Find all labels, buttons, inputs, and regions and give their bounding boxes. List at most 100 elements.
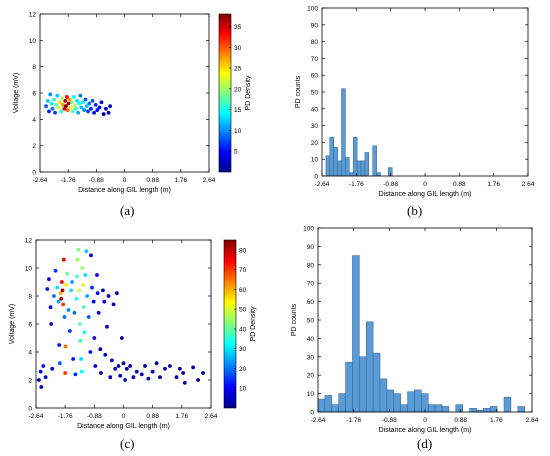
colorbar-tick-label: 35	[234, 24, 242, 31]
data-point	[158, 375, 162, 380]
data-point	[75, 257, 80, 262]
data-point	[108, 104, 112, 109]
data-point	[86, 315, 91, 319]
data-point	[75, 99, 80, 103]
data-point	[41, 364, 46, 368]
y-tick-label: 80	[307, 262, 315, 269]
data-point	[196, 378, 200, 382]
data-point	[201, 371, 205, 375]
data-point	[53, 110, 57, 115]
y-tick-label: 12	[25, 238, 33, 245]
data-point	[38, 369, 43, 374]
data-point	[106, 294, 111, 298]
data-point	[80, 266, 85, 270]
data-point	[101, 288, 105, 293]
x-tick-label: 2.64	[203, 177, 216, 184]
x-tick-label: 2.64	[205, 413, 218, 420]
data-point	[76, 110, 80, 115]
y-tick-label: 10	[29, 38, 37, 45]
data-point	[54, 102, 59, 107]
data-point	[49, 101, 54, 106]
y-tick-label: 10	[311, 157, 319, 164]
data-point	[56, 299, 61, 304]
data-point	[114, 291, 119, 296]
y-tick-label: 10	[307, 391, 315, 398]
histogram-bar	[393, 393, 401, 413]
y-tick-label: 100	[303, 226, 314, 233]
histogram-bar	[372, 145, 377, 177]
y-tick-label: 40	[311, 106, 319, 113]
data-point	[69, 100, 74, 105]
data-point	[90, 285, 94, 290]
x-tick-label: 1.76	[490, 417, 503, 424]
data-point	[73, 372, 78, 377]
colorbar-tick-label: 15	[234, 107, 242, 114]
data-point	[95, 108, 100, 113]
caption-a: (a)	[120, 203, 135, 218]
histogram-bar	[388, 167, 393, 177]
data-point	[131, 375, 136, 380]
histogram-bar	[455, 404, 463, 413]
y-tick-label: 4	[32, 117, 36, 124]
data-point	[121, 361, 126, 366]
colorbar-tick-label: 20	[239, 366, 247, 373]
data-point	[50, 106, 55, 111]
y-tick-label: 60	[311, 73, 319, 80]
data-point	[68, 105, 73, 110]
data-point	[71, 357, 76, 361]
data-point	[64, 282, 69, 287]
histogram-bar	[517, 406, 525, 413]
histogram-bar	[427, 404, 436, 413]
data-point	[77, 288, 81, 293]
data-point	[83, 97, 88, 102]
caption-b: (b)	[407, 203, 423, 218]
data-point	[59, 296, 64, 301]
data-point	[60, 288, 65, 293]
data-point	[76, 247, 81, 252]
x-tick-label: 0	[123, 177, 127, 184]
data-point	[45, 287, 50, 291]
y-tick-label: 4	[28, 350, 32, 357]
x-tick-label: 2.64	[522, 181, 535, 188]
data-point	[65, 108, 70, 113]
data-point	[150, 369, 155, 374]
colorbar-tick-label: 20	[234, 86, 242, 93]
data-point	[99, 100, 104, 105]
data-point	[174, 375, 179, 380]
data-point	[98, 347, 103, 352]
data-point	[66, 308, 71, 312]
x-tick-label: 0.88	[146, 413, 159, 420]
data-point	[64, 104, 68, 109]
data-point	[85, 294, 89, 298]
data-point	[57, 361, 62, 366]
data-point	[52, 97, 56, 102]
data-point	[55, 93, 60, 98]
data-point	[53, 268, 58, 273]
y-axis-label: PD counts	[291, 303, 298, 336]
y-tick-label: 30	[311, 123, 319, 130]
data-point	[63, 371, 68, 375]
data-point	[105, 324, 109, 329]
colorbar	[218, 13, 232, 173]
data-point	[87, 101, 92, 106]
data-point	[72, 104, 77, 109]
data-point	[84, 249, 89, 254]
data-point	[177, 366, 182, 371]
data-point	[92, 110, 96, 115]
panel-c-scatter-chart: -2.64 -1.76 -0.88 0 0.88 1.76 2.64 0 2 4 6 8 10 12 Dis…	[9, 238, 257, 431]
y-axis-label: Voltage (mV)	[13, 73, 20, 113]
data-point	[123, 378, 128, 382]
x-tick-label: -2.64	[311, 417, 326, 424]
histogram-bar	[503, 397, 512, 413]
histogram-bar	[341, 88, 346, 177]
colorbar-tick-label: 70	[239, 267, 247, 274]
histogram-bar	[379, 378, 388, 413]
colorbar-tick-label: 25	[234, 66, 242, 73]
colorbar-tick-label: 10	[234, 128, 242, 135]
x-tick-label: -0.88	[382, 417, 397, 424]
caption-c: (c)	[120, 436, 135, 451]
plot-frame	[39, 13, 210, 173]
x-tick-label: -0.88	[383, 181, 398, 188]
data-point	[70, 280, 75, 284]
